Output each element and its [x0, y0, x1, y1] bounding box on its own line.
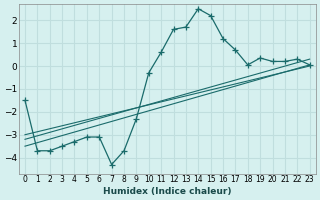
X-axis label: Humidex (Indice chaleur): Humidex (Indice chaleur) — [103, 187, 232, 196]
